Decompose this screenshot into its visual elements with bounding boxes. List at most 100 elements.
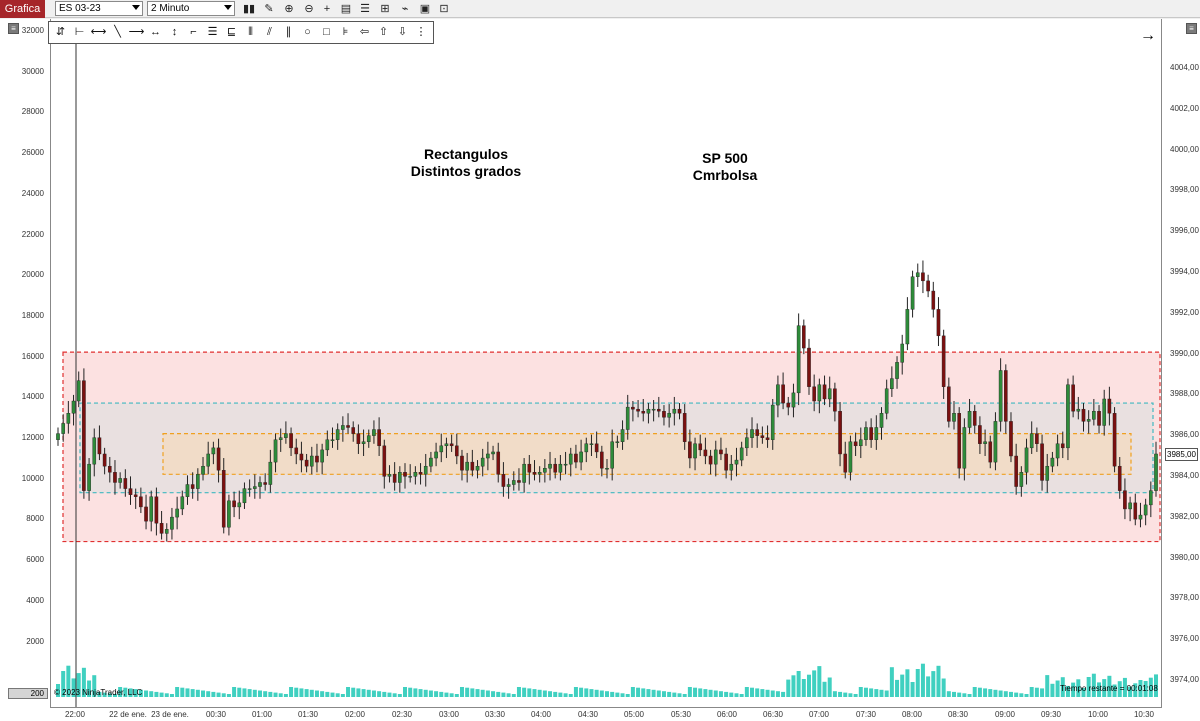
volume-bar: [491, 691, 496, 697]
time-tick-label: 01:30: [297, 710, 319, 719]
volume-bar: [449, 693, 454, 697]
candle-body: [221, 470, 226, 528]
candle-body: [1050, 457, 1055, 467]
text-icon[interactable]: ⊧: [342, 26, 349, 38]
volume-bar: [123, 687, 128, 697]
candle-body: [232, 500, 236, 508]
volume-bar: [962, 693, 967, 697]
candle-body: [874, 427, 879, 440]
arrow-line-icon[interactable]: ⟶: [128, 26, 145, 38]
candle-body: [154, 496, 159, 524]
volume-bar: [698, 688, 703, 697]
candle-body: [656, 408, 661, 412]
volume-scale-box[interactable]: 200: [8, 688, 48, 699]
bar-type-icon[interactable]: ▮▮: [242, 3, 256, 15]
horizontal-line-icon[interactable]: ↔: [150, 26, 161, 38]
volume-bar: [216, 692, 221, 697]
time-tick-label: 23 de ene.: [151, 710, 189, 719]
time-tick-label: 02:30: [391, 710, 413, 719]
candle-body: [548, 463, 552, 469]
time-remaining: Tiempo restante = 00:01:08: [1060, 684, 1158, 693]
zoom-in-icon[interactable]: ⊕: [284, 3, 294, 15]
volume-bar: [496, 691, 501, 697]
candle-body: [853, 441, 858, 447]
fibonacci-time-icon[interactable]: ⦀: [248, 26, 253, 38]
candle-body: [377, 429, 381, 447]
chart-plot[interactable]: [50, 19, 1162, 707]
templates-icon[interactable]: ▣: [419, 3, 431, 15]
volume-bar: [739, 694, 744, 697]
time-tick-label: 01:00: [251, 710, 273, 719]
crosshair-icon[interactable]: +: [323, 3, 331, 15]
candle-body: [781, 384, 785, 404]
candle-body: [460, 455, 464, 471]
volume-bar: [770, 690, 775, 697]
volume-bar: [289, 687, 294, 697]
volume-bar: [1029, 687, 1034, 697]
ellipse-icon[interactable]: ○: [304, 26, 311, 38]
annotation-rectangulos[interactable]: Rectangulos Distintos grados: [395, 146, 537, 180]
price-tick-label: 3980,00: [1170, 552, 1199, 562]
volume-bar: [154, 691, 159, 697]
ruler-icon[interactable]: ⌐: [190, 26, 197, 38]
chart-menu-icon[interactable]: ≡: [8, 23, 19, 34]
candle-body: [1123, 490, 1127, 510]
candle-body: [594, 443, 599, 453]
arrow-up-icon[interactable]: ⇧: [378, 26, 389, 38]
interval-select[interactable]: 2 Minuto: [147, 1, 235, 16]
vertical-line-icon[interactable]: ↕: [171, 26, 178, 38]
annotation-sp500[interactable]: SP 500 Cmrbolsa: [670, 150, 780, 184]
volume-bar: [889, 667, 894, 697]
volume-bar: [858, 687, 863, 697]
zoom-out-icon[interactable]: ⊖: [304, 3, 314, 15]
properties-icon[interactable]: ☰: [360, 3, 370, 15]
panel-menu-icon[interactable]: ≡: [1186, 23, 1197, 34]
strategies-icon[interactable]: ⌁: [401, 3, 409, 15]
time-tick-label: 08:30: [947, 710, 969, 719]
time-tick-label: 05:30: [670, 710, 692, 719]
candle-body: [139, 496, 143, 508]
fibonacci-extension-icon[interactable]: ⊑: [226, 26, 237, 38]
candle-body: [211, 447, 216, 455]
horizontal-ray-icon[interactable]: ⊢: [74, 26, 85, 38]
volume-bar: [511, 694, 516, 697]
candle-body: [149, 496, 154, 522]
volume-bar: [118, 687, 123, 697]
volume-bar: [226, 694, 231, 697]
stay-in-draw-mode-icon[interactable]: ⇵: [55, 26, 66, 38]
arrow-right-icon[interactable]: →: [1140, 27, 1156, 44]
volume-bar: [843, 692, 848, 697]
arrow-down-icon[interactable]: ⇩: [397, 26, 408, 38]
candle-body: [947, 386, 951, 422]
candle-body: [962, 427, 967, 469]
instrument-select[interactable]: ES 03-23: [55, 1, 143, 16]
volume-bar: [724, 691, 729, 697]
volume-bar: [1117, 681, 1122, 697]
candle-body: [346, 425, 350, 428]
volume-bar: [102, 692, 107, 697]
candle-body: [486, 453, 490, 459]
tab-grafica[interactable]: Grafica: [0, 0, 45, 18]
parallel-channel-icon[interactable]: ∥: [285, 26, 292, 38]
indicators-icon[interactable]: ⊞: [380, 3, 390, 15]
arrow-left-icon[interactable]: ⇦: [359, 26, 370, 38]
andrews-pitchfork-icon[interactable]: ⫽: [267, 26, 272, 38]
rectangle-icon[interactable]: □: [323, 26, 330, 38]
volume-bar: [361, 689, 366, 697]
line-icon[interactable]: ╲: [114, 26, 121, 38]
fibonacci-retracement-icon[interactable]: ☰: [207, 26, 218, 38]
time-tick-label: 22:00: [64, 710, 86, 719]
data-box-icon[interactable]: ▤: [340, 3, 352, 15]
volume-bar: [1003, 691, 1008, 697]
volume-bar: [796, 671, 801, 697]
candle-body: [584, 443, 589, 453]
candle-body: [87, 463, 91, 491]
candle-body: [724, 453, 728, 471]
attach-icon[interactable]: ⊡: [439, 3, 449, 15]
candle-body: [1107, 398, 1112, 414]
more-vertical-icon[interactable]: ⋮: [415, 26, 427, 38]
extended-line-icon[interactable]: ⟷: [90, 26, 107, 38]
time-tick-label: 06:00: [716, 710, 738, 719]
candle-body: [170, 516, 174, 530]
pencil-icon[interactable]: ✎: [264, 3, 274, 15]
